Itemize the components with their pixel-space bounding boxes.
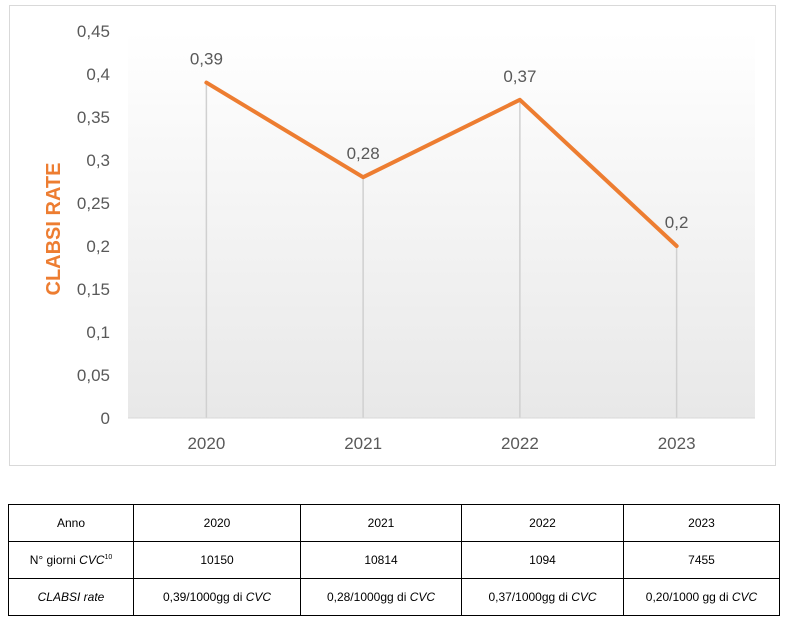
table-cell-days-value: 10814 [300,541,462,579]
rate-text: 0,28/1000gg di [326,590,410,604]
series-line [204,80,679,248]
data-table: Anno 2020 2021 2022 2023 N° giorni CVC10… [8,504,780,616]
rate-unit: CVC [571,590,597,604]
y-tick-label: 0,3 [86,151,110,170]
plot-area [128,31,755,418]
y-tick-label: 0,4 [86,65,110,84]
rate-text: 0,20/1000 gg di [645,590,732,604]
table-cell-rate-value: 0,37/1000gg di CVC [461,578,624,616]
table-cell-year: 2023 [623,504,780,542]
rate-text: 0,37/1000gg di [488,590,572,604]
x-tick-label: 2023 [658,434,696,453]
x-tick-label: 2020 [187,434,225,453]
table-cell-year: 2020 [133,504,301,542]
table-cell-rate-value: 0,28/1000gg di CVC [300,578,462,616]
data-label: 0,39 [190,50,223,69]
data-label: 0,2 [665,213,689,232]
days-label-footnote: 10 [104,554,113,561]
rate-text: 0,39/1000gg di [162,590,246,604]
days-label-cvc: CVC [79,553,105,567]
y-tick-label: 0 [101,409,110,428]
table-row-rate: CLABSI rate 0,39/1000gg di CVC 0,28/1000… [8,578,780,616]
line-chart: 0 0,05 0,1 0,15 0,2 0,25 0,3 0,35 0,4 0,45 2020 20… [43,22,755,453]
table-cell-year: 2022 [461,504,624,542]
y-tick-label: 0,2 [86,237,110,256]
data-label: 0,28 [347,144,380,163]
y-tick-label: 0,05 [77,366,110,385]
table-cell-days-value: 10150 [133,541,301,579]
y-tick-label: 0,45 [77,22,110,41]
table-cell-rate-label: CLABSI rate [8,578,134,616]
rate-unit: CVC [731,590,758,604]
table-header-row: Anno 2020 2021 2022 2023 [8,504,780,542]
days-label-text: N° giorni [29,553,80,567]
y-tick-label: 0,25 [77,194,110,213]
y-tick-label: 0,35 [77,108,110,127]
rate-unit: CVC [245,590,272,604]
y-axis-title: CLABSI RATE [43,163,65,296]
table-cell-days-label: N° giorni CVC10 [8,541,134,579]
table-cell-rate-value: 0,39/1000gg di CVC [133,578,301,616]
table-cell-rate-value: 0,20/1000 gg di CVC [623,578,780,616]
x-tick-label: 2021 [344,434,382,453]
table-cell-year: 2021 [300,504,462,542]
table-row-days: N° giorni CVC10 10150 10814 1094 7455 [8,541,780,579]
rate-unit: CVC [409,590,436,604]
chart-frame: 0 0,05 0,1 0,15 0,2 0,25 0,3 0,35 0,4 0,45 2020 20… [9,5,776,466]
y-tick-label: 0,15 [77,280,110,299]
table-cell-days-value: 1094 [461,541,624,579]
y-tick-label: 0,1 [86,323,110,342]
x-tick-label: 2022 [501,434,539,453]
table-cell-anno-label: Anno [8,504,134,542]
data-label: 0,37 [503,67,536,86]
table-cell-days-value: 7455 [623,541,780,579]
